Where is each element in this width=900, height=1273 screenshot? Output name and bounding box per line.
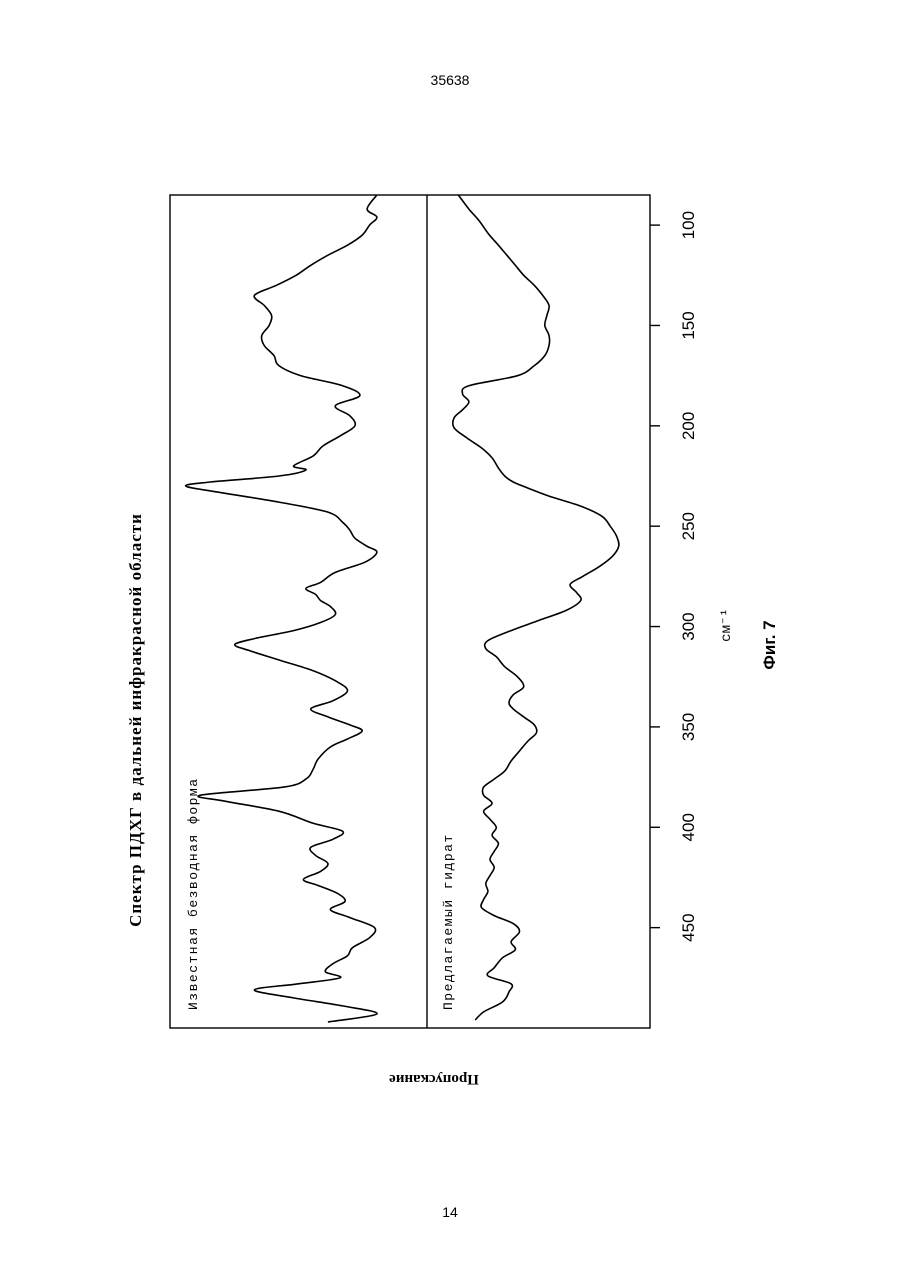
x-tick-label: 450 xyxy=(679,913,698,941)
series-label-anhydrous: Известная безводная форма xyxy=(186,777,201,1010)
series-label-hydrate: Предлагаемый гидрат xyxy=(441,833,456,1010)
page-number: 14 xyxy=(0,1204,900,1220)
plot-frame xyxy=(170,195,650,1028)
x-tick-label: 350 xyxy=(679,713,698,741)
x-tick-label: 400 xyxy=(679,813,698,841)
series-line-2 xyxy=(453,195,619,1020)
figure-caption: Фиг. 7 xyxy=(760,620,779,669)
x-tick-label: 300 xyxy=(679,612,698,640)
x-tick-label: 250 xyxy=(679,512,698,540)
x-tick-label: 150 xyxy=(679,311,698,339)
series-line-1 xyxy=(186,195,377,1022)
x-tick-label: 100 xyxy=(679,211,698,239)
x-axis-label: см⁻¹ xyxy=(719,608,735,642)
chart-title: Спектр ПДХГ в дальней инфракрасной облас… xyxy=(126,513,145,927)
y-axis-label: Пропускание xyxy=(389,1071,479,1087)
x-tick-label: 200 xyxy=(679,412,698,440)
